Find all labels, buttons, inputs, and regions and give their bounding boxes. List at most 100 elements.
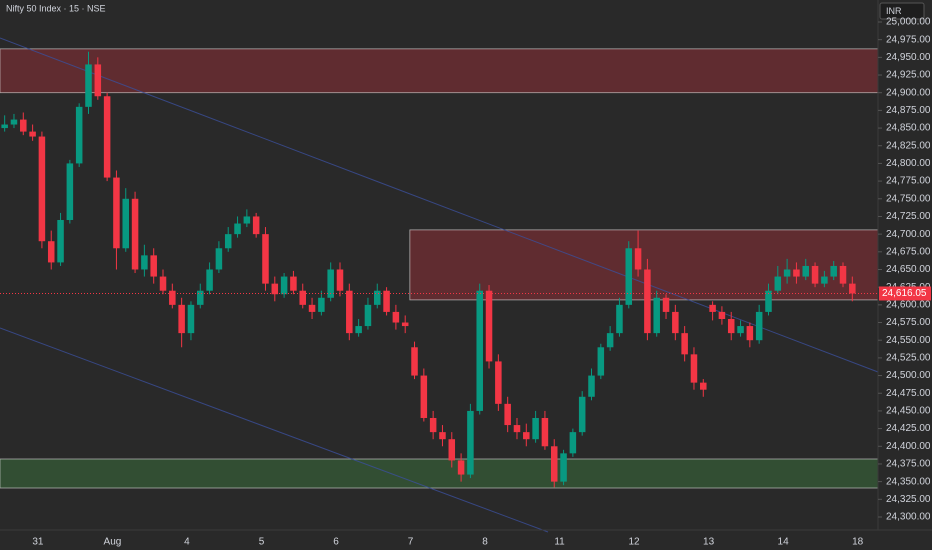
candle-body	[737, 326, 744, 334]
candle-body	[318, 297, 325, 312]
candle-body	[560, 453, 567, 482]
candle-body	[178, 304, 185, 334]
candle-body	[485, 290, 493, 362]
candle-body	[662, 297, 670, 312]
x-tick-label: 13	[703, 537, 715, 548]
candle-body	[457, 460, 465, 475]
candle-body	[150, 255, 157, 277]
candle-body	[644, 269, 651, 334]
candle-body	[448, 439, 456, 461]
candle-body	[616, 304, 623, 334]
last-price-box	[879, 286, 931, 301]
candle-body	[504, 403, 511, 426]
candle-body	[197, 290, 204, 305]
y-tick-label: 24,875.00	[886, 105, 931, 116]
candle-body	[523, 432, 530, 440]
candle-body	[821, 276, 828, 284]
trend-line	[0, 327, 549, 533]
candle-body	[588, 375, 595, 397]
candle-body	[29, 131, 36, 137]
candle-body	[252, 216, 260, 235]
candle-body	[159, 276, 167, 291]
candle-body	[234, 223, 241, 235]
y-tick-label: 24,375.00	[886, 459, 931, 470]
y-tick-label: 24,600.00	[886, 299, 931, 310]
candle-body	[94, 64, 102, 97]
candle-body	[206, 269, 213, 291]
y-tick-label: 24,525.00	[886, 353, 931, 364]
candle-body	[411, 347, 418, 376]
candle-body	[262, 234, 269, 284]
candle-body	[634, 248, 642, 270]
y-tick-label: 24,975.00	[886, 34, 931, 45]
y-tick-label: 24,825.00	[886, 140, 931, 151]
candle-body	[401, 322, 409, 327]
y-tick-label: 24,500.00	[886, 370, 931, 381]
candle-body	[10, 119, 18, 125]
candle-body	[700, 382, 707, 390]
candle-body	[727, 318, 735, 334]
candle-body	[802, 265, 810, 277]
y-tick-label: 24,775.00	[886, 176, 931, 187]
x-tick-label: 8	[482, 537, 488, 548]
candle-body	[606, 333, 614, 348]
candle-body	[811, 265, 819, 284]
y-tick-label: 24,850.00	[886, 123, 931, 134]
candle-body	[765, 290, 772, 312]
candle-body	[429, 417, 437, 433]
candle-body	[141, 255, 148, 270]
candle-body	[849, 283, 856, 294]
y-tick-label: 24,675.00	[886, 246, 931, 257]
y-tick-label: 24,400.00	[886, 441, 931, 452]
candle-body	[20, 119, 27, 132]
x-tick-label: 14	[778, 537, 790, 548]
x-tick-label: 5	[259, 537, 265, 548]
candle-body	[578, 396, 586, 433]
candle-body	[653, 297, 660, 334]
candle-body	[830, 265, 837, 277]
zone	[0, 458, 879, 489]
candle-body	[718, 311, 726, 319]
y-tick-label: 24,425.00	[886, 423, 931, 434]
zone	[409, 229, 879, 301]
candle-body	[113, 177, 120, 249]
candle-body	[625, 248, 633, 305]
candle-body	[336, 269, 344, 291]
y-tick-label: 24,800.00	[886, 158, 931, 169]
y-tick-label: 24,350.00	[886, 476, 931, 487]
x-tick-label: 6	[333, 537, 339, 548]
candle-body	[532, 417, 539, 440]
candle-body	[476, 290, 483, 411]
candle-body	[439, 432, 446, 440]
candle-body	[550, 446, 558, 482]
candle-body	[746, 326, 754, 341]
candle-body	[1, 124, 8, 129]
candle-body	[57, 219, 64, 263]
candle-body	[839, 265, 847, 284]
x-tick-label: 18	[852, 537, 864, 548]
candle-body	[392, 311, 400, 323]
candle-body	[122, 198, 130, 249]
y-tick-label: 24,475.00	[886, 388, 931, 399]
candle-body	[103, 96, 111, 178]
y-tick-label: 24,700.00	[886, 229, 931, 240]
candle-body	[131, 198, 139, 270]
y-tick-label: 24,750.00	[886, 193, 931, 204]
candle-body	[541, 417, 549, 447]
candle-body	[383, 290, 390, 312]
x-tick-label: Aug	[104, 537, 122, 548]
candle-body	[290, 276, 297, 291]
candle-body	[672, 311, 679, 334]
candle-body	[569, 432, 577, 454]
candle-body	[495, 361, 502, 404]
candle-body	[169, 290, 176, 305]
candle-body	[243, 216, 251, 224]
candle-body	[75, 106, 83, 164]
y-tick-label: 24,300.00	[886, 512, 931, 523]
y-tick-label: 24,325.00	[886, 494, 931, 505]
y-tick-label: 25,000.00	[886, 17, 931, 28]
candle-body	[47, 241, 55, 263]
candles	[1, 51, 856, 488]
